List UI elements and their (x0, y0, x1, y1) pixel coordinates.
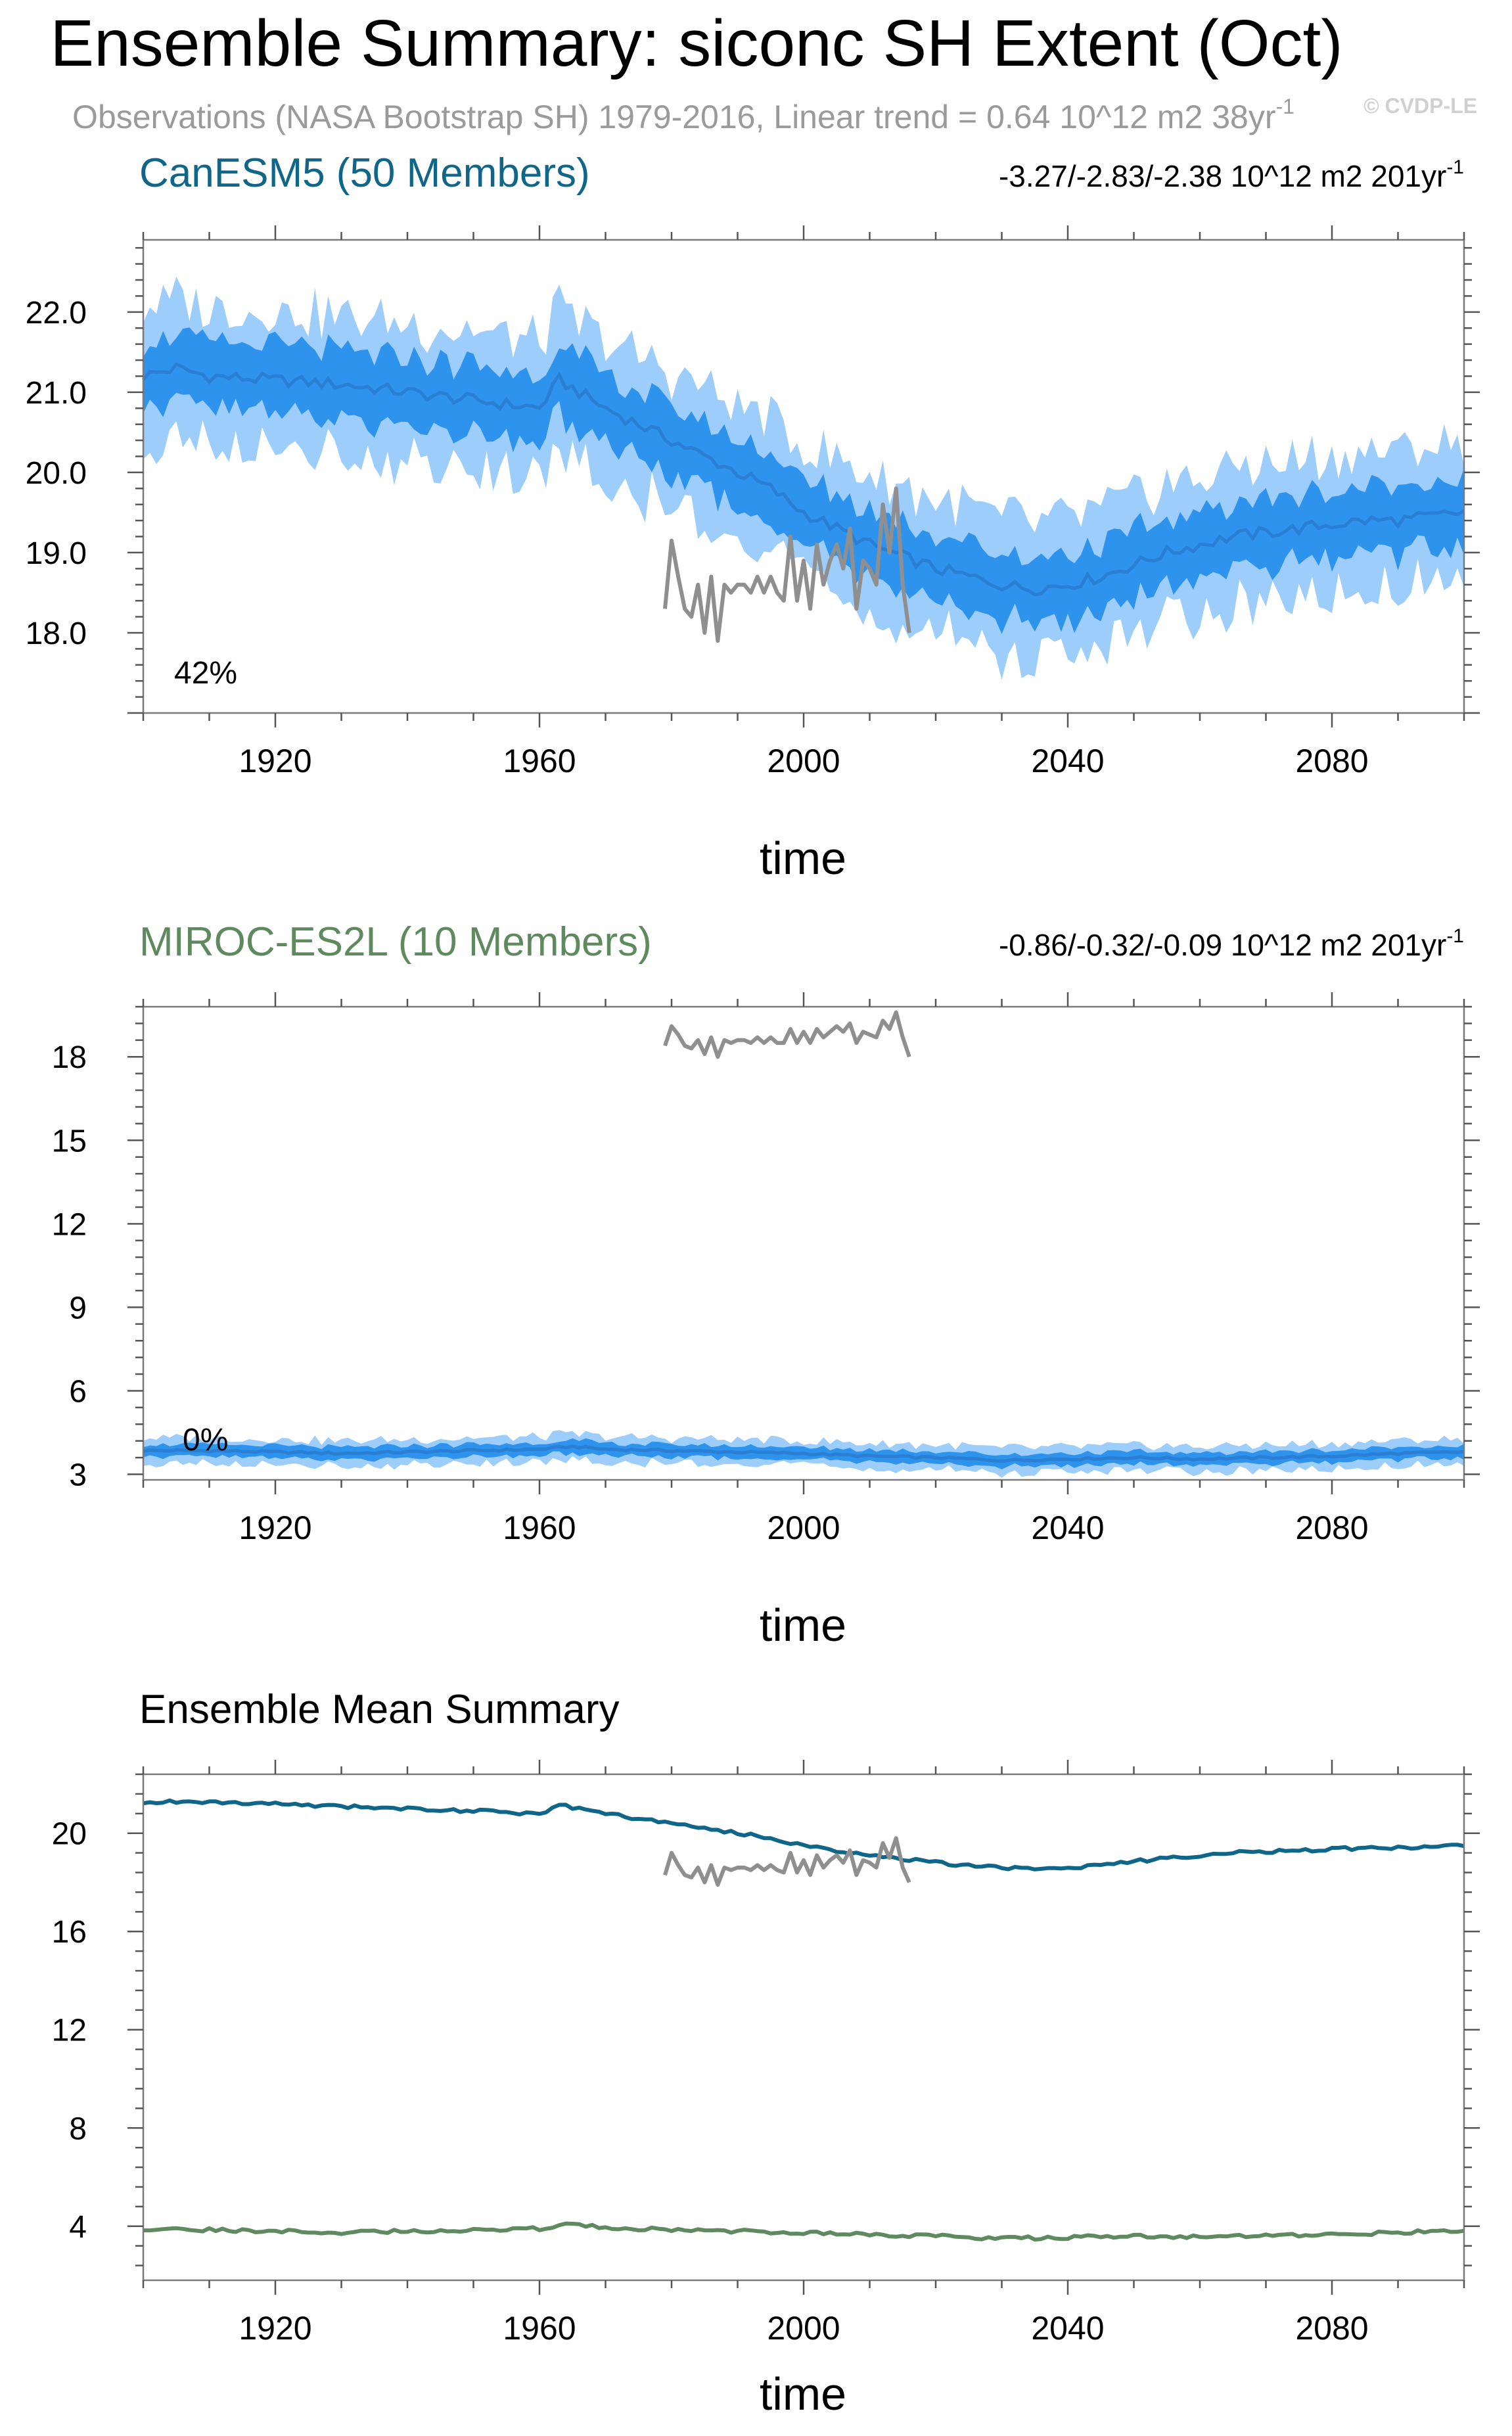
y-tick-label: 22.0 (26, 296, 87, 331)
trend-label-canesm5-sup: -1 (1446, 156, 1464, 178)
y-tick-label: 16 (52, 1915, 87, 1950)
y-tick-label: 6 (69, 1374, 87, 1409)
figure-subtitle-sup: -1 (1276, 95, 1294, 118)
x-tick-label: 1960 (503, 2310, 576, 2347)
trend-label-miroc-text: -0.86/-0.32/-0.09 10^12 m2 201yr (999, 928, 1446, 962)
observations-line-canesm5 (663, 486, 911, 643)
y-tick-label: 8 (69, 2111, 87, 2146)
panel-miroc: MIROC-ES2L (10 Members) -0.86/-0.32/-0.0… (52, 919, 1480, 1651)
percent-label-canesm5: 42% (174, 656, 237, 691)
plot-background (143, 1007, 1464, 1480)
trend-label-canesm5-text: -3.27/-2.83/-2.38 10^12 m2 201yr (999, 159, 1446, 193)
x-tick-label: 2040 (1031, 1509, 1104, 1546)
trend-label-miroc-sup: -1 (1446, 925, 1464, 947)
figure-subtitle-text: Observations (NASA Bootstrap SH) 1979-20… (72, 99, 1275, 135)
panel-title-canesm5: CanESM5 (50 Members) (139, 150, 590, 196)
plot-background (143, 1774, 1464, 2280)
y-tick-label: 12 (52, 1207, 87, 1242)
panel-canesm5: CanESM5 (50 Members) -3.27/-2.83/-2.38 1… (26, 150, 1480, 884)
y-tick-label: 19.0 (26, 536, 87, 571)
percent-label-miroc: 0% (183, 1423, 228, 1458)
trend-label-miroc: -0.86/-0.32/-0.09 10^12 m2 201yr-1 (999, 925, 1464, 962)
x-tick-label: 1960 (503, 743, 576, 779)
y-tick-label: 18.0 (26, 616, 87, 651)
x-tick-label: 2000 (767, 1509, 840, 1546)
xlabel-ensemble-mean: time (760, 2368, 846, 2420)
ensemble-mean-line-canesm5 (142, 362, 1465, 597)
x-tick-label: 1920 (239, 743, 311, 779)
inner-spread-band-canesm5 (143, 327, 1464, 634)
figure-subtitle: Observations (NASA Bootstrap SH) 1979-20… (72, 95, 1294, 135)
x-tick-label: 1920 (239, 2310, 311, 2347)
y-tick-label: 4 (69, 2210, 87, 2245)
y-tick-label: 20 (52, 1817, 87, 1852)
plot-area-canesm5: 18.0 19.0 20.0 21.0 22.0 1920 1960 2000 2040 2080 (26, 225, 1480, 779)
y-tick-label: 15 (52, 1124, 87, 1159)
xlabel-miroc: time (760, 1599, 846, 1651)
x-tick-label: 2040 (1031, 743, 1104, 779)
xlabel-canesm5: time (760, 833, 846, 884)
plot-area-ensemble-mean: 4 8 12 16 20 1920 1960 2000 2040 2080 (52, 1760, 1480, 2347)
y-tick-label: 3 (69, 1458, 87, 1493)
x-tick-label: 2080 (1295, 1509, 1368, 1546)
y-tick-label: 9 (69, 1291, 87, 1325)
trend-label-canesm5: -3.27/-2.83/-2.38 10^12 m2 201yr-1 (999, 156, 1464, 193)
x-tick-label: 2000 (767, 2310, 840, 2347)
y-tick-label: 21.0 (26, 376, 87, 411)
x-tick-label: 1920 (239, 1509, 311, 1546)
canesm5-mean-line (143, 1798, 1465, 1872)
panel-title-ensemble-mean: Ensemble Mean Summary (139, 1687, 620, 1732)
y-tick-label: 18 (52, 1040, 87, 1075)
observations-line (663, 1836, 911, 1887)
x-tick-label: 2080 (1295, 743, 1368, 779)
panel-ensemble-mean: Ensemble Mean Summary 4 8 12 16 20 1920 1960 20… (52, 1687, 1480, 2420)
plot-area-miroc: 3 6 9 12 15 18 1920 1960 2000 2040 2080 (52, 992, 1480, 1546)
miroc-mean-line (143, 2221, 1465, 2242)
figure-title: Ensemble Summary: siconc SH Extent (Oct) (50, 7, 1342, 80)
ensemble-mean-line-miroc (143, 1444, 1465, 1463)
y-tick-label: 12 (52, 2013, 87, 2048)
x-tick-label: 2000 (767, 743, 840, 779)
x-tick-label: 2080 (1295, 2310, 1368, 2347)
x-tick-label: 1960 (503, 1509, 576, 1546)
panel-title-miroc: MIROC-ES2L (10 Members) (139, 919, 652, 965)
x-tick-label: 2040 (1031, 2310, 1104, 2347)
observations-line-miroc (663, 1010, 911, 1059)
y-tick-label: 20.0 (26, 456, 87, 491)
watermark: © CVDP-LE (1363, 94, 1477, 118)
